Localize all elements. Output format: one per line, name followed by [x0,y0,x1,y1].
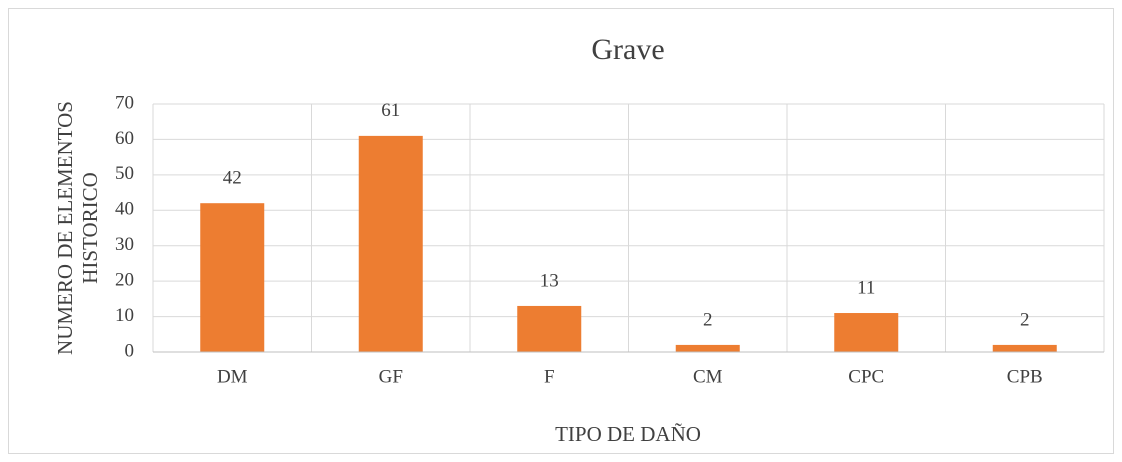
x-tick-label: CPB [1007,366,1043,387]
y-tick-label: 30 [115,234,134,255]
bar [992,344,1057,352]
x-tick-label: CM [693,366,723,387]
data-label: 2 [703,309,713,330]
bar [358,135,423,352]
y-tick-label: 20 [115,270,134,291]
y-tick-label: 70 [115,92,134,113]
y-axis-title-line: HISTORICO [78,172,102,284]
y-axis-title-line: NUMERO DE ELEMENTOS [53,101,77,355]
bar [675,344,740,352]
chart-border [8,8,1114,454]
bar [200,203,265,352]
x-axis-title: TIPO DE DAÑO [555,422,701,446]
data-label: 13 [540,270,559,291]
y-axis-title: NUMERO DE ELEMENTOS HISTORICO [53,101,102,355]
y-tick-label: 40 [115,199,134,220]
bar [834,313,899,352]
data-label: 42 [223,168,242,189]
y-tick-label: 50 [115,163,134,184]
x-tick-label: F [544,366,555,387]
y-tick-label: 0 [125,340,135,361]
data-label: 11 [857,277,875,298]
x-tick-label: GF [379,366,403,387]
y-tick-label: 10 [115,305,134,326]
data-label: 2 [1020,309,1030,330]
x-tick-label: CPC [848,366,884,387]
bar [517,305,582,352]
chart-title: Grave [591,33,664,66]
data-label: 61 [381,100,400,121]
x-tick-label: DM [217,366,248,387]
y-tick-label: 60 [115,128,134,149]
